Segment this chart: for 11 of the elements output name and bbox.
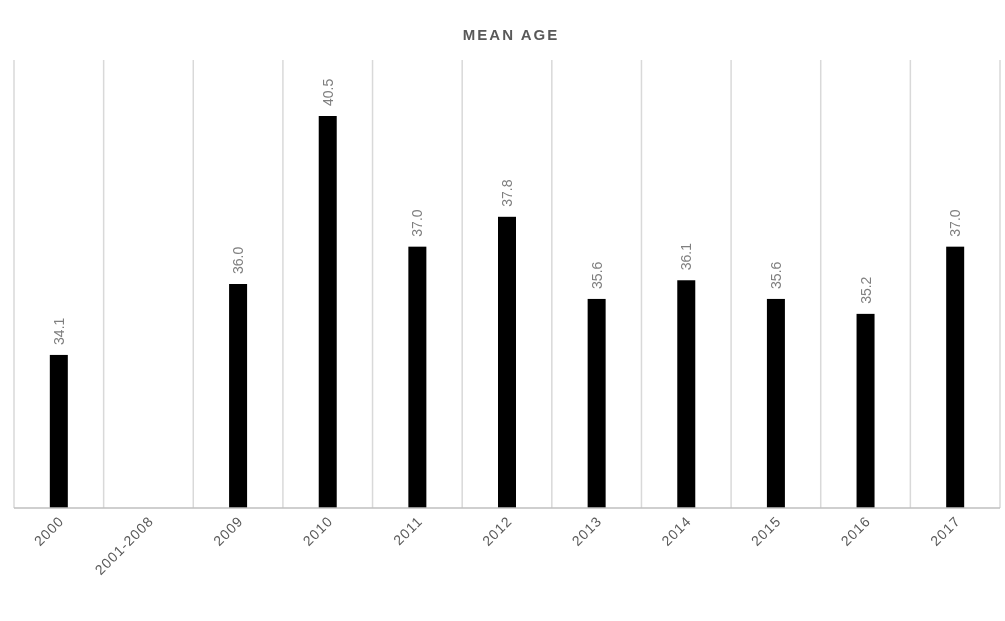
chart-title: MEAN AGE xyxy=(462,26,560,43)
data-label: 35.6 xyxy=(767,261,784,289)
data-label: 36.0 xyxy=(230,246,247,274)
data-label: 34.1 xyxy=(50,317,67,345)
data-label: 37.0 xyxy=(947,209,964,237)
data-label: 40.5 xyxy=(319,78,336,106)
data-label: 37.0 xyxy=(409,209,426,237)
data-label: 36.1 xyxy=(678,242,695,271)
data-label: 35.2 xyxy=(857,276,874,304)
data-label: 35.6 xyxy=(588,261,605,289)
data-label: 37.8 xyxy=(499,179,515,207)
